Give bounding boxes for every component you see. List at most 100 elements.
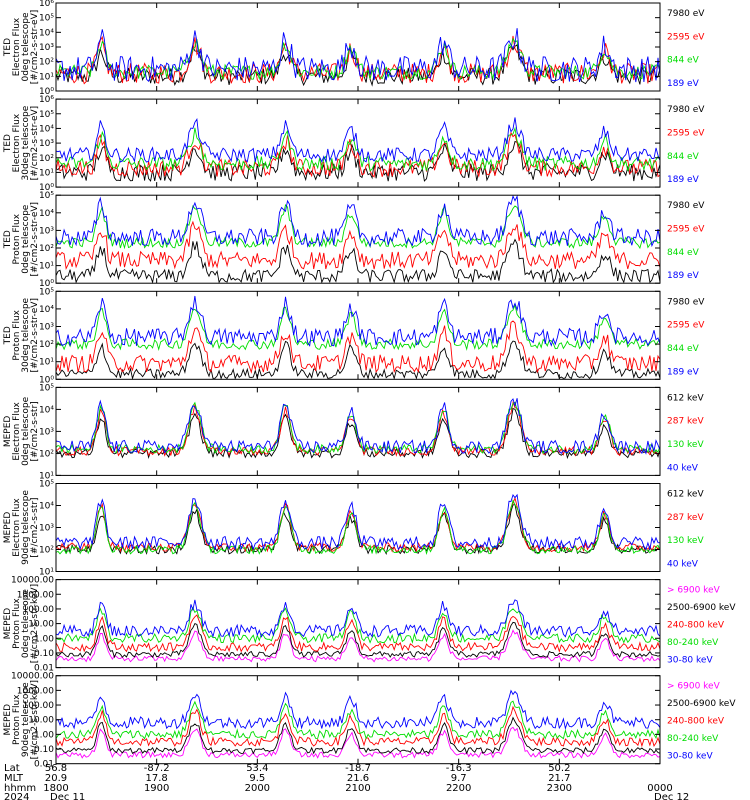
y-tick-label: 1.00 — [34, 634, 54, 644]
y-tick-label: 10⁶ — [39, 0, 54, 9]
series-trace-4 — [55, 606, 661, 644]
hhmm-tick-label: 2300 — [547, 783, 572, 794]
legend-entry: 287 keV — [667, 513, 704, 523]
y-axis-title-line: [#/cm2-s-str-keV] — [30, 584, 40, 663]
legend-entry: 7980 eV — [667, 297, 705, 307]
y-tick-label: 10⁰ — [39, 183, 54, 193]
plot-frame — [55, 579, 661, 669]
y-tick-label: 10000.00 — [11, 672, 54, 682]
y-axis-title-line: MEPED — [3, 512, 13, 544]
lat-tick-label: 56.8 — [45, 763, 67, 774]
y-axis-title-line: MEPED — [3, 608, 13, 640]
series-trace-1 — [55, 726, 661, 759]
series-trace-5 — [55, 599, 661, 638]
legend-entry: 7980 eV — [667, 105, 705, 115]
y-axis-title-line: TED — [3, 230, 13, 249]
y-tick-label: 1000.00 — [17, 590, 54, 600]
legend-entry: 612 keV — [667, 490, 704, 500]
row-label-year: 2024 — [4, 792, 29, 800]
y-tick-label: 10² — [39, 154, 54, 164]
legend-entry: 189 eV — [667, 175, 700, 185]
hhmm-tick-label: 1800 — [43, 783, 68, 794]
legend-entry: 844 eV — [667, 344, 700, 354]
legend-entry: 2595 eV — [667, 32, 705, 42]
hhmm-tick-label: 2100 — [345, 783, 370, 794]
series-trace-4 — [55, 398, 661, 455]
y-axis-title-line: [#/cm2-s-str-eV] — [30, 298, 40, 373]
mlt-tick-label: 20.9 — [45, 773, 67, 784]
y-axis-title-line: Electron Flux — [12, 113, 22, 172]
legend-entry: 844 eV — [667, 152, 700, 162]
legend-entry: 2500-6900 keV — [667, 699, 736, 709]
lat-tick-label: 53.4 — [246, 763, 268, 774]
legend-entry: 240-800 keV — [667, 717, 725, 727]
legend-entry: 7980 eV — [667, 201, 705, 211]
legend-entry: 844 eV — [667, 248, 700, 258]
y-tick-label: 10² — [39, 244, 54, 254]
series-trace-1 — [55, 238, 661, 285]
legend-entry: 844 eV — [667, 56, 700, 66]
panel-4: 10⁰ 10¹ 10² 10³ 10⁴ 10⁵ TED Proton Flux 30deg te… — [3, 287, 705, 385]
legend-entry: 80-240 keV — [667, 734, 719, 744]
y-tick-label: 10³ — [39, 139, 54, 149]
y-tick-label: 10² — [39, 546, 54, 556]
series-trace-2 — [55, 35, 661, 85]
hhmm-tick-label: 0000 — [647, 783, 672, 794]
y-axis-title-line: Electron Flux — [12, 17, 22, 76]
series-trace-2 — [55, 220, 661, 270]
y-tick-label: 10⁶ — [39, 95, 54, 105]
y-tick-label: 10⁵ — [39, 383, 54, 393]
y-axis-title-line: TED — [3, 38, 13, 57]
series-trace-1 — [55, 504, 661, 555]
legend-entry: 30-80 keV — [667, 656, 713, 666]
series-trace-1 — [55, 629, 661, 663]
y-tick-label: 10⁰ — [39, 375, 54, 385]
legend-entry: > 6900 keV — [667, 586, 721, 596]
y-tick-label: 10¹ — [39, 471, 54, 481]
series-trace-4 — [55, 700, 661, 740]
legend-entry: 40 keV — [667, 560, 699, 570]
y-axis-title-line: [#/cm2-s-str-eV] — [30, 202, 40, 277]
y-tick-label: 10³ — [39, 524, 54, 534]
date-tick-label: Dec 12 — [654, 792, 689, 800]
series-trace-3 — [55, 37, 661, 81]
series-trace-5 — [55, 689, 661, 731]
mlt-tick-label: 21.7 — [548, 773, 570, 784]
legend-entry: 240-800 keV — [667, 621, 725, 631]
hhmm-tick-label: 1900 — [144, 783, 169, 794]
series-trace-4 — [55, 117, 661, 164]
legend-entry: 189 eV — [667, 79, 700, 89]
y-axis-title-line: TED — [3, 134, 13, 153]
y-tick-label: 0.10 — [34, 649, 54, 659]
legend-entry: > 6900 keV — [667, 682, 721, 692]
y-axis-title-line: Proton Flux — [12, 694, 22, 745]
series-trace-3 — [55, 499, 661, 555]
y-tick-label: 10.00 — [28, 716, 54, 726]
y-axis-title-line: Proton Flux — [12, 213, 22, 264]
legend-entry: 2595 eV — [667, 128, 705, 138]
mlt-tick-label: 21.6 — [347, 773, 369, 784]
panel-7: 0.01 0.10 1.00 10.00 100.00 1000.00 10000.00 ME… — [3, 576, 736, 674]
series-trace-2 — [55, 320, 661, 374]
y-tick-label: 10⁴ — [39, 502, 54, 512]
y-axis-title-line: 0deg telescope — [21, 589, 31, 659]
y-axis-title-line: 30deg telescope — [21, 105, 31, 180]
y-tick-label: 0.01 — [34, 760, 54, 770]
y-axis-title-line: 30deg telescope — [21, 297, 31, 372]
legend-entry: 40 keV — [667, 463, 699, 473]
lat-tick-label: 50.2 — [548, 763, 570, 774]
series-trace-4 — [55, 194, 661, 248]
y-tick-label: 10² — [39, 58, 54, 68]
plot-frame — [55, 386, 661, 476]
legend-entry: 30-80 keV — [667, 752, 713, 762]
legend-entry: 189 eV — [667, 271, 700, 281]
y-axis-title-line: Electron Flux — [12, 498, 22, 557]
series-trace-4 — [55, 295, 661, 347]
y-axis-title-line: [#/cm2-s-str] — [30, 401, 40, 461]
y-axis-title-line: Proton Flux — [12, 309, 22, 360]
y-tick-label: 100.00 — [23, 605, 55, 615]
y-tick-label: 10⁴ — [39, 209, 54, 219]
y-tick-label: 10¹ — [39, 72, 54, 82]
y-tick-label: 10¹ — [39, 358, 54, 368]
